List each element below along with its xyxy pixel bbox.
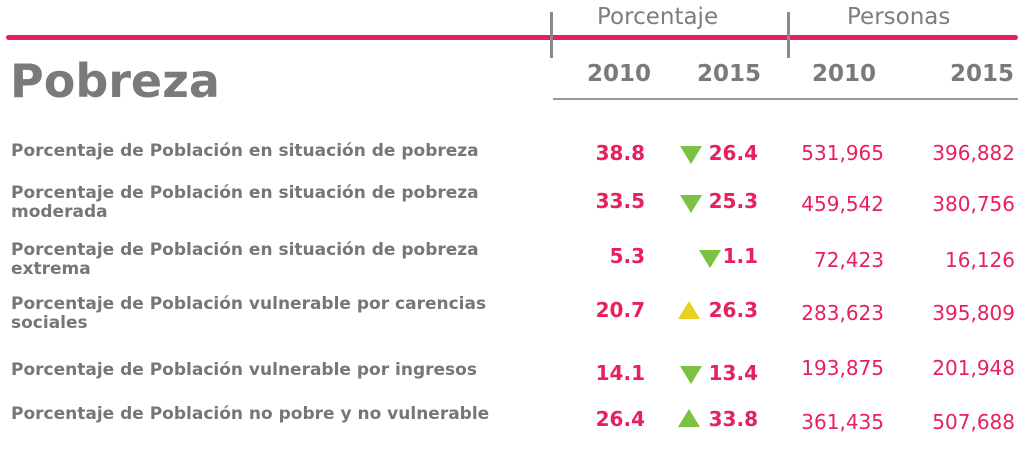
pct-2010-value: 26.4 [595, 407, 645, 431]
persons-2015-value: 16,126 [945, 248, 1015, 272]
column-divider-right [787, 12, 790, 58]
persons-2010-value: 283,623 [801, 301, 884, 325]
persons-2015-value: 395,809 [932, 301, 1015, 325]
persons-2010-value: 459,542 [801, 192, 884, 216]
trend-up-icon [678, 301, 700, 319]
persons-2010-value: 72,423 [814, 248, 884, 272]
persons-2010-value: 361,435 [801, 410, 884, 434]
group-label-personas: Personas [847, 4, 951, 30]
pct-2010-value: 5.3 [609, 244, 645, 268]
page-title: Pobreza [10, 54, 220, 108]
group-label-porcentaje: Porcentaje [597, 4, 719, 30]
pct-2015-value: 25.3 [708, 189, 758, 213]
pct-2010-value: 14.1 [595, 361, 645, 385]
pct-2015-value: 26.4 [708, 141, 758, 165]
trend-down-icon [680, 366, 702, 384]
persons-2015-value: 507,688 [932, 410, 1015, 434]
year-header-per-2010: 2010 [811, 61, 876, 87]
persons-2015-value: 396,882 [932, 141, 1015, 165]
persons-2010-value: 531,965 [801, 141, 884, 165]
trend-up-icon [678, 409, 700, 427]
pct-2015-value: 1.1 [722, 244, 758, 268]
column-divider-left [550, 12, 553, 58]
row-label: Porcentaje de Población vulnerable por c… [11, 294, 487, 333]
persons-2015-value: 380,756 [932, 192, 1015, 216]
pct-2015-value: 13.4 [708, 361, 758, 385]
pct-2010-value: 20.7 [595, 298, 645, 322]
row-label: Porcentaje de Población en situación de … [11, 240, 479, 279]
trend-down-icon [680, 195, 702, 213]
pct-2010-value: 33.5 [595, 189, 645, 213]
year-header-pct-2015: 2015 [696, 61, 761, 87]
year-header-pct-2010: 2010 [586, 61, 651, 87]
accent-rule [6, 35, 1018, 40]
trend-down-icon [699, 250, 721, 268]
year-header-per-2015: 2015 [949, 61, 1014, 87]
trend-down-icon [680, 146, 702, 164]
row-label: Porcentaje de Población no pobre y no vu… [11, 404, 490, 424]
pct-2015-value: 33.8 [708, 407, 758, 431]
row-label: Porcentaje de Población en situación de … [11, 141, 479, 161]
row-label: Porcentaje de Población en situación de … [11, 183, 479, 222]
pct-2015-value: 26.3 [708, 298, 758, 322]
header-rule [553, 98, 1018, 100]
persons-2015-value: 201,948 [932, 356, 1015, 380]
persons-2010-value: 193,875 [801, 356, 884, 380]
pct-2010-value: 38.8 [595, 141, 645, 165]
row-label: Porcentaje de Población vulnerable por i… [11, 360, 477, 380]
